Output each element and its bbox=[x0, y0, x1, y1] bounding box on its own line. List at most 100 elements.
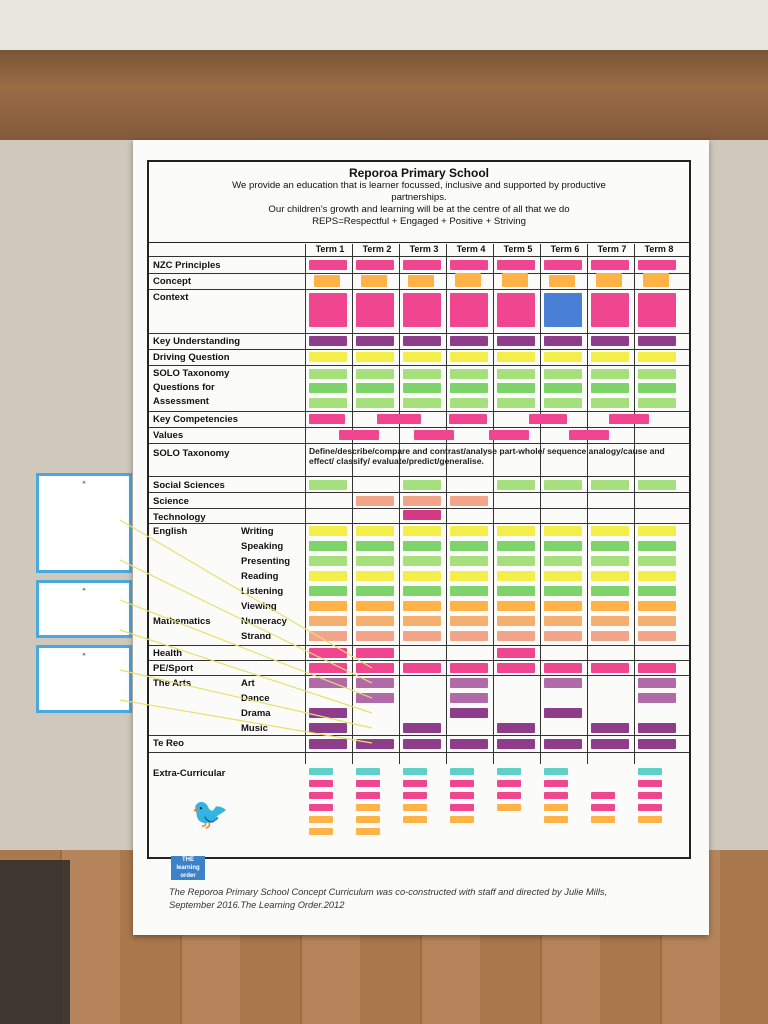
sticky-note bbox=[450, 708, 488, 718]
label-dance: Dance bbox=[241, 693, 270, 704]
sticky-note bbox=[591, 586, 629, 596]
sticky-note bbox=[356, 828, 380, 835]
sticky-note bbox=[450, 792, 474, 799]
sticky-note bbox=[544, 678, 582, 688]
label-concept: Concept bbox=[153, 276, 191, 287]
col-divider bbox=[634, 244, 635, 764]
card-diagram: ✳ bbox=[81, 587, 87, 593]
label-driving-question: Driving Question bbox=[153, 352, 230, 363]
sticky-note bbox=[356, 792, 380, 799]
sticky-note bbox=[497, 648, 535, 658]
label-english: English bbox=[153, 526, 188, 537]
sticky-note bbox=[309, 260, 347, 270]
poster-footer: The Reporoa Primary School Concept Curri… bbox=[169, 886, 689, 912]
sticky-note bbox=[638, 293, 676, 327]
sticky-note bbox=[356, 496, 394, 506]
sticky-note bbox=[544, 739, 582, 749]
label-viewing: Viewing bbox=[241, 601, 277, 612]
sticky-note bbox=[356, 804, 380, 811]
sticky-note bbox=[403, 293, 441, 327]
sticky-note bbox=[638, 398, 676, 408]
row-line bbox=[149, 349, 689, 350]
sticky-note bbox=[450, 293, 488, 327]
sticky-note bbox=[356, 739, 394, 749]
row-line bbox=[149, 660, 689, 661]
sticky-note bbox=[403, 260, 441, 270]
label-nzc-principles: NZC Principles bbox=[153, 260, 221, 271]
sticky-note bbox=[309, 708, 347, 718]
sticky-note bbox=[450, 616, 488, 626]
sticky-note bbox=[591, 556, 629, 566]
sticky-note bbox=[497, 601, 535, 611]
col-divider bbox=[587, 244, 588, 764]
sticky-note bbox=[497, 804, 521, 811]
sticky-note bbox=[609, 414, 649, 424]
sticky-note bbox=[356, 601, 394, 611]
sticky-note bbox=[497, 723, 535, 733]
row-line bbox=[149, 508, 689, 509]
sticky-note bbox=[591, 663, 629, 673]
label-music: Music bbox=[241, 723, 268, 734]
sticky-note bbox=[309, 352, 347, 362]
sticky-note bbox=[596, 273, 622, 287]
sticky-note bbox=[403, 816, 427, 823]
sticky-note bbox=[450, 678, 488, 688]
sticky-note bbox=[638, 816, 662, 823]
sticky-note bbox=[544, 804, 568, 811]
sticky-note bbox=[450, 336, 488, 346]
side-card-1: ✳ bbox=[36, 473, 132, 573]
sticky-note bbox=[638, 260, 676, 270]
col-divider bbox=[352, 244, 353, 764]
row-line bbox=[149, 492, 689, 493]
vision-line-3: Our children’s growth and learning will … bbox=[268, 204, 570, 215]
label-listening: Listening bbox=[241, 586, 284, 597]
term-header-row: Term 1 Term 2 Term 3 Term 4 Term 5 Term … bbox=[149, 242, 689, 257]
sticky-note bbox=[309, 336, 347, 346]
sticky-note bbox=[309, 663, 347, 673]
poster-table: Reporoa Primary School We provide an edu… bbox=[147, 160, 691, 859]
sticky-note bbox=[449, 414, 487, 424]
label-mathematics: Mathematics bbox=[153, 616, 211, 627]
sticky-note bbox=[591, 816, 615, 823]
sticky-note bbox=[638, 792, 662, 799]
sticky-note bbox=[638, 739, 676, 749]
sticky-note bbox=[549, 275, 575, 287]
label-technology: Technology bbox=[153, 512, 206, 523]
sticky-note bbox=[591, 792, 615, 799]
sticky-note bbox=[356, 663, 394, 673]
string-line bbox=[119, 599, 373, 699]
bird-icon: 🐦 bbox=[191, 798, 229, 831]
sticky-note bbox=[309, 792, 333, 799]
sticky-note bbox=[356, 336, 394, 346]
sticky-note bbox=[450, 541, 488, 551]
sticky-note bbox=[309, 480, 347, 490]
sticky-note bbox=[403, 631, 441, 641]
sticky-note bbox=[591, 601, 629, 611]
term-2: Term 2 bbox=[362, 244, 392, 254]
sticky-note bbox=[309, 804, 333, 811]
sticky-note bbox=[403, 398, 441, 408]
sticky-note bbox=[309, 541, 347, 551]
sticky-note bbox=[638, 352, 676, 362]
sticky-note bbox=[591, 260, 629, 270]
row-line bbox=[149, 645, 689, 646]
label-social-sciences: Social Sciences bbox=[153, 480, 225, 491]
sticky-note bbox=[591, 631, 629, 641]
sticky-note bbox=[638, 571, 676, 581]
term-8: Term 8 bbox=[644, 244, 674, 254]
label-pe-sport: PE/Sport bbox=[153, 663, 194, 674]
sticky-note bbox=[638, 678, 676, 688]
term-3: Term 3 bbox=[409, 244, 439, 254]
sticky-note bbox=[638, 336, 676, 346]
sticky-note bbox=[544, 708, 582, 718]
sticky-note bbox=[403, 480, 441, 490]
label-key-competencies: Key Competencies bbox=[153, 414, 239, 425]
sticky-note bbox=[591, 398, 629, 408]
sticky-note bbox=[450, 804, 474, 811]
sticky-note bbox=[638, 616, 676, 626]
row-line bbox=[149, 523, 689, 524]
solo-taxonomy-text: Define/describe/compare and contrast/ana… bbox=[309, 446, 665, 466]
sticky-note bbox=[497, 352, 535, 362]
label-solo-q3: Assessment bbox=[153, 396, 209, 407]
